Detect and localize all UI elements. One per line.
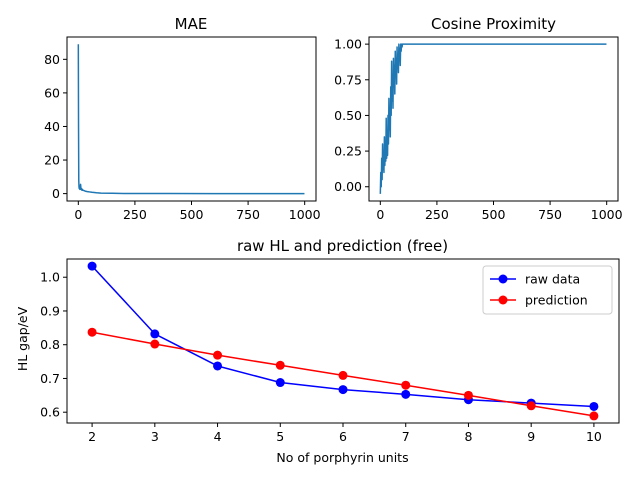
legend-raw-data-label: raw data <box>525 272 580 287</box>
hl-prediction-point <box>150 339 160 349</box>
mae-x-tick-label: 0 <box>74 207 82 222</box>
legend-prediction-label: prediction <box>525 293 588 308</box>
hl-x-tick-label: 6 <box>339 429 347 444</box>
mae-subplot: MAE 0 250 500 750 1000 0 20 40 60 80 <box>44 15 321 222</box>
mae-y-ticks: 0 20 40 60 80 <box>44 52 67 201</box>
cosine-title: Cosine Proximity <box>431 15 556 33</box>
hl-y-tick-label: 0.9 <box>40 303 60 318</box>
hl-x-ticks: 2 3 4 5 6 7 8 9 10 <box>88 423 602 444</box>
cosine-y-tick-label: 0.50 <box>334 108 362 123</box>
hl-prediction-point <box>275 360 285 370</box>
hl-raw-data-point <box>589 401 599 411</box>
mae-x-tick-label: 250 <box>123 207 147 222</box>
cosine-subplot: Cosine Proximity 0 250 500 750 1000 0.00 0.25… <box>334 15 622 222</box>
hl-x-tick-label: 5 <box>276 429 284 444</box>
mae-y-tick-label: 0 <box>52 186 60 201</box>
legend-box <box>482 265 613 315</box>
cosine-y-ticks: 0.00 0.25 0.50 0.75 1.00 <box>334 37 369 194</box>
hl-prediction-point <box>213 350 223 360</box>
hl-raw-data-point <box>338 385 348 395</box>
mae-series-line <box>77 44 305 195</box>
hl-y-ticks: 0.6 0.7 0.8 0.9 1.0 <box>40 270 67 420</box>
mae-y-tick-label: 80 <box>44 52 60 67</box>
hl-axes-frame <box>66 258 620 424</box>
mae-x-tick-label: 500 <box>180 207 204 222</box>
hl-y-tick-label: 1.0 <box>40 270 60 285</box>
hl-raw-data-point <box>87 261 97 271</box>
hl-x-tick-label: 7 <box>402 429 410 444</box>
mae-axes-frame <box>66 36 317 202</box>
cosine-y-tick-label: 0.25 <box>334 144 362 159</box>
legend: raw data prediction <box>482 265 613 315</box>
mae-y-tick-label: 20 <box>44 153 60 168</box>
hl-x-tick-label: 9 <box>527 429 535 444</box>
mae-x-tick-label: 750 <box>236 207 260 222</box>
cosine-x-tick-label: 250 <box>425 207 449 222</box>
cosine-y-tick-label: 1.00 <box>334 37 362 52</box>
mae-series-layer <box>77 44 305 195</box>
hl-prediction-point <box>526 401 536 411</box>
cosine-x-tick-label: 0 <box>376 207 384 222</box>
mae-y-tick-label: 40 <box>44 119 60 134</box>
mae-y-tick-label: 60 <box>44 85 60 100</box>
cosine-x-tick-label: 1000 <box>591 207 623 222</box>
cosine-x-ticks: 0 250 500 750 1000 <box>376 201 623 222</box>
hl-prediction-point <box>338 370 348 380</box>
hl-prediction-point <box>463 390 473 400</box>
hl-title: raw HL and prediction (free) <box>237 237 448 255</box>
hl-prediction-point <box>87 327 97 337</box>
cosine-series-line <box>379 43 607 194</box>
mae-x-tick-label: 1000 <box>289 207 321 222</box>
hl-x-tick-label: 8 <box>464 429 472 444</box>
hl-x-axis-label: No of porphyrin units <box>276 450 408 465</box>
hl-x-tick-label: 3 <box>151 429 159 444</box>
mae-title: MAE <box>175 15 208 33</box>
cosine-y-tick-label: 0.75 <box>334 72 362 87</box>
cosine-y-tick-label: 0.00 <box>334 179 362 194</box>
hl-y-tick-label: 0.8 <box>40 337 60 352</box>
cosine-x-tick-label: 500 <box>482 207 506 222</box>
hl-y-axis-label: HL gap/eV <box>15 306 30 371</box>
hl-series-layer <box>87 261 599 421</box>
mae-x-ticks: 0 250 500 750 1000 <box>74 201 321 222</box>
hl-x-tick-label: 4 <box>214 429 222 444</box>
hl-raw-data-point <box>150 329 160 339</box>
hl-prediction-point <box>589 411 599 421</box>
hl-x-tick-label: 2 <box>88 429 96 444</box>
hl-raw-data-point <box>401 389 411 399</box>
cosine-series-layer <box>379 43 607 194</box>
hl-prediction-point <box>401 380 411 390</box>
hl-subplot: raw HL and prediction (free) 2 3 4 5 6 7 8 9 10 … <box>15 237 620 465</box>
hl-y-tick-label: 0.6 <box>40 405 60 420</box>
legend-raw-data-marker <box>498 274 508 284</box>
cosine-x-tick-label: 750 <box>538 207 562 222</box>
legend-prediction-marker <box>498 295 508 305</box>
hl-x-tick-label: 10 <box>586 429 602 444</box>
hl-raw-data-point <box>213 361 223 371</box>
hl-raw-data-point <box>275 378 285 388</box>
hl-y-tick-label: 0.7 <box>40 371 60 386</box>
cosine-axes-frame <box>368 36 619 202</box>
